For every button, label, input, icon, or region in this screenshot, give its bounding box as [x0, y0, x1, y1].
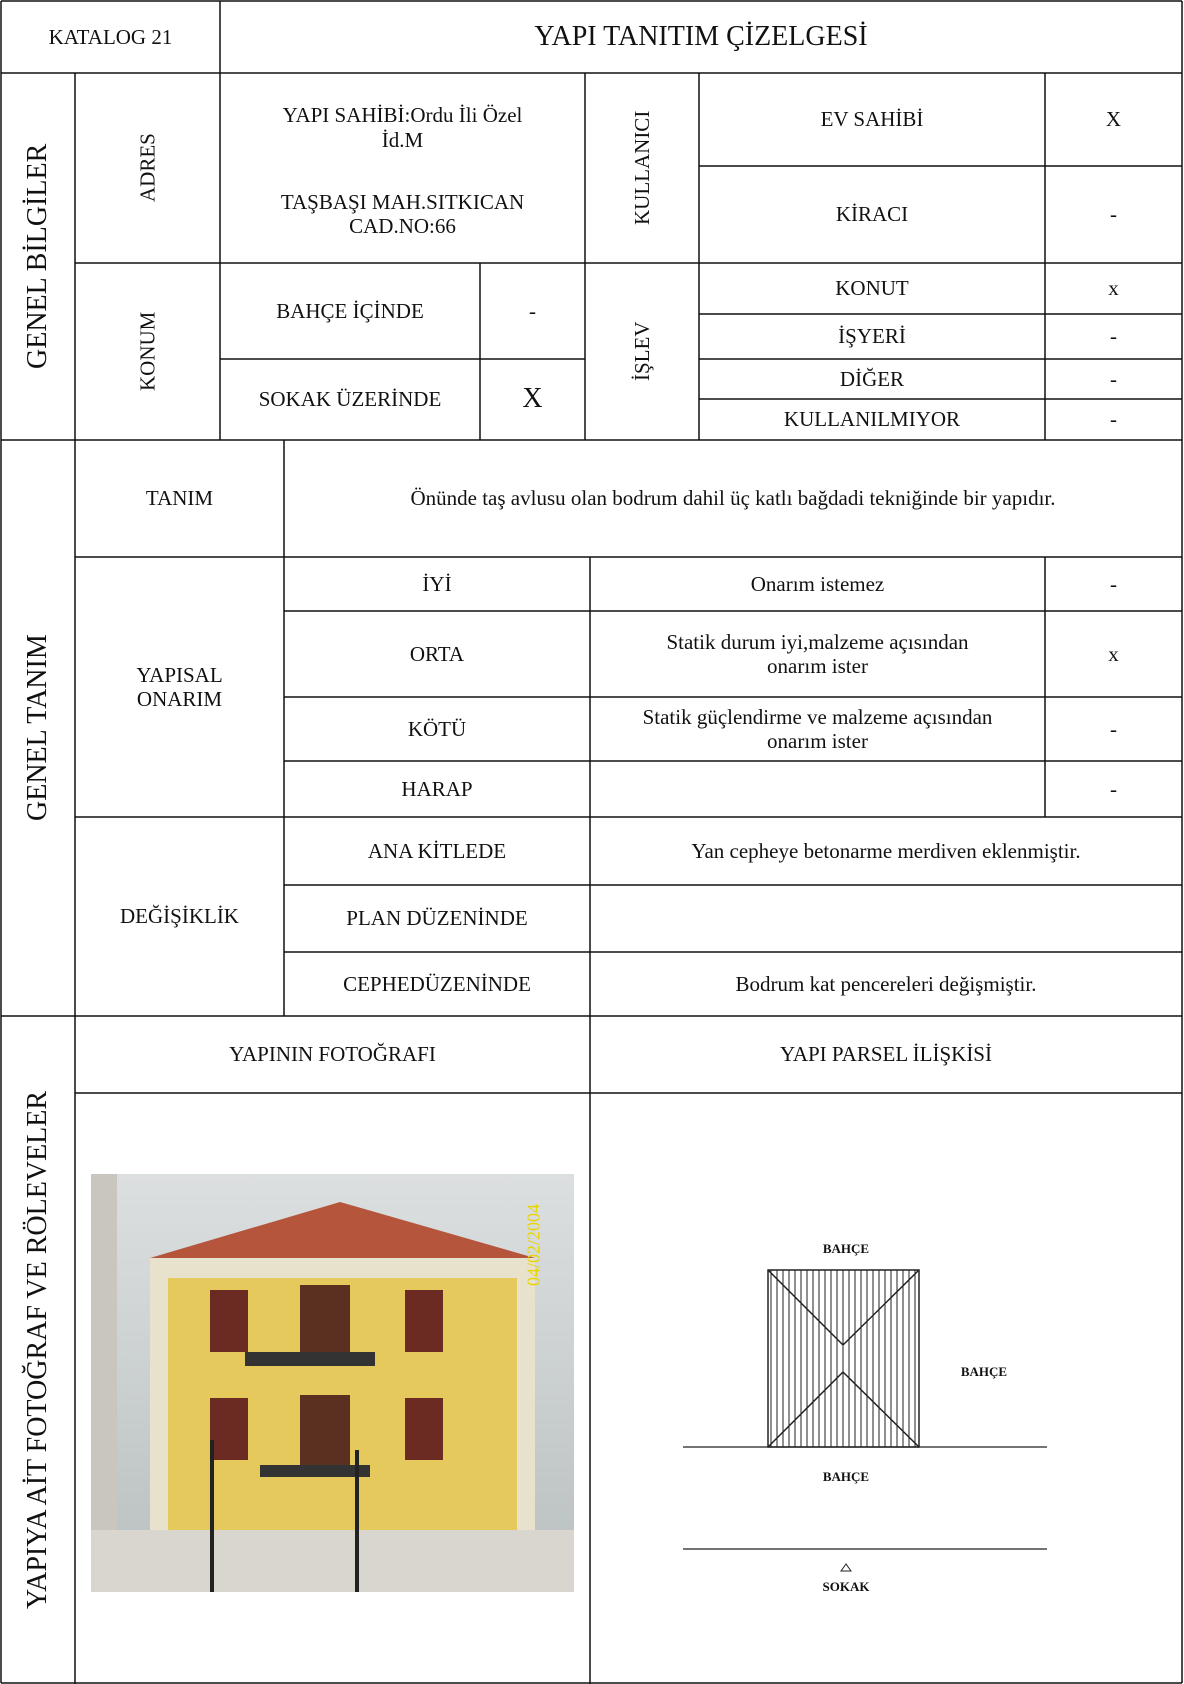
change-note: Yan cepheye betonarme merdiven eklenmişt…	[691, 838, 1081, 863]
section-label: YAPIYA AİT FOTOĞRAF VE RÖLEVELER	[21, 1090, 53, 1610]
condition-label: İYİ	[422, 571, 452, 596]
option-mark: x	[1108, 276, 1119, 301]
row-label: ADRES	[135, 133, 160, 203]
photo	[91, 1174, 574, 1592]
row-label: KONUM	[135, 311, 160, 392]
condition-mark: x	[1108, 641, 1119, 666]
condition-mark: -	[1110, 776, 1117, 801]
option-label: KULLANILMIYOR	[783, 407, 961, 432]
condition-label: HARAP	[401, 776, 473, 801]
change-note: Bodrum kat pencereleri değişmiştir.	[735, 971, 1037, 996]
condition-label: KÖTÜ	[407, 716, 467, 741]
condition-mark: -	[1110, 716, 1117, 741]
option-label: DİĞER	[839, 366, 905, 391]
column-title: YAPININ FOTOĞRAFI	[229, 1042, 436, 1067]
definition: Önünde taş avlusu olan bodrum dahil üç k…	[410, 486, 1056, 511]
row-label: YAPISAL ONARIM	[136, 662, 223, 711]
column-title: YAPI PARSEL İLİŞKİSİ	[780, 1042, 992, 1067]
condition-mark: -	[1110, 571, 1117, 596]
condition-note: Statik güçlendirme ve malzeme açısından …	[642, 704, 993, 753]
change-label: PLAN DÜZENİNDE	[346, 906, 528, 931]
parcel-label: BAHÇE	[822, 1240, 870, 1256]
row-label: İŞLEV	[629, 321, 654, 382]
option-mark: -	[1110, 366, 1117, 391]
option-label: SOKAK ÜZERİNDE	[258, 387, 442, 412]
change-label: ANA KİTLEDE	[367, 838, 507, 863]
row-label: KULLANICI	[629, 110, 654, 226]
section-label: GENEL TANIM	[21, 634, 53, 822]
form-title: YAPI TANITIM ÇİZELGESİ	[534, 20, 868, 52]
parcel-label: SOKAK	[822, 1578, 870, 1594]
change-label: CEPHEDÜZENİNDE	[343, 971, 531, 996]
condition-note: Statik durum iyi,malzeme açısından onarı…	[666, 629, 969, 678]
option-mark: -	[1110, 407, 1117, 432]
row-label: TANIM	[145, 486, 214, 511]
owner: YAPI SAHİBİ:Ordu İli Özel İd.M	[282, 103, 523, 152]
parcel-diagram	[683, 1269, 1047, 1572]
address: TAŞBAŞI MAH.SITKICAN CAD.NO:66	[280, 189, 525, 238]
condition-label: ORTA	[409, 641, 465, 666]
option-mark: -	[1110, 202, 1117, 227]
option-label: İŞYERİ	[838, 324, 906, 349]
option-label: KONUT	[835, 276, 909, 301]
option-label: BAHÇE İÇİNDE	[276, 298, 424, 323]
condition-note: Onarım istemez	[750, 571, 885, 596]
date-stamp: 04/02/2004	[523, 1204, 544, 1287]
parcel-label: BAHÇE	[822, 1468, 870, 1484]
option-mark: -	[529, 298, 536, 323]
option-mark: -	[1110, 324, 1117, 349]
section-label: GENEL BİLGİLER	[21, 143, 53, 370]
option-mark: X	[522, 383, 543, 415]
option-label: KİRACI	[835, 202, 909, 227]
option-mark: X	[1105, 107, 1122, 132]
option-label: EV SAHİBİ	[820, 107, 924, 132]
row-label: DEĞİŞİKLİK	[120, 904, 239, 929]
catalog-number: KATALOG 21	[48, 24, 173, 49]
parcel-label: BAHÇE	[960, 1363, 1008, 1379]
